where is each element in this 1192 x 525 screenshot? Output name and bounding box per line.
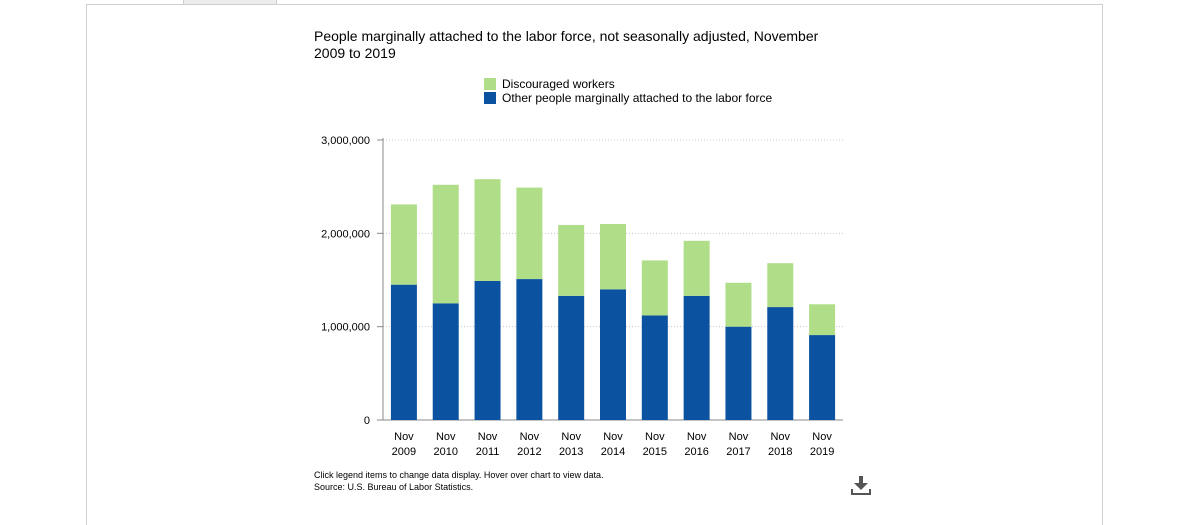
footer-source: Source: U.S. Bureau of Labor Statistics. (314, 482, 474, 492)
bar-other-marginally-attached[interactable] (558, 295, 585, 420)
chart-panel (86, 4, 1103, 525)
x-tick-label-month: Nov (645, 431, 665, 443)
bar-discouraged-workers[interactable] (474, 179, 501, 281)
x-tick-label-month: Nov (812, 431, 832, 443)
bar-other-marginally-attached[interactable] (432, 303, 459, 420)
bar-other-marginally-attached[interactable] (516, 279, 543, 420)
x-tick-label-year: 2009 (392, 446, 416, 458)
x-tick-label-year: 2018 (768, 446, 792, 458)
x-tick-label-month: Nov (603, 431, 623, 443)
legend-label-other: Other people marginally attached to the … (502, 91, 773, 105)
x-tick-label-year: 2010 (433, 446, 457, 458)
chart-footer: Click legend items to change data displa… (314, 469, 603, 493)
y-tick-label: 2,000,000 (321, 228, 370, 240)
legend-item-other[interactable]: Other people marginally attached to the … (484, 91, 772, 105)
x-tick-label-year: 2013 (559, 446, 583, 458)
bar-discouraged-workers[interactable] (432, 184, 459, 304)
chart-title: People marginally attached to the labor … (314, 28, 819, 61)
bar-other-marginally-attached[interactable] (474, 280, 501, 420)
x-tick-label-year: 2011 (476, 446, 500, 458)
x-tick-label-month: Nov (478, 431, 498, 443)
bar-discouraged-workers[interactable] (516, 187, 543, 280)
bar-discouraged-workers[interactable] (809, 304, 836, 336)
x-tick-label-year: 2019 (810, 446, 834, 458)
bar-other-marginally-attached[interactable] (390, 284, 417, 420)
x-tick-label-month: Nov (394, 431, 414, 443)
bar-other-marginally-attached[interactable] (600, 289, 626, 420)
y-tick-label: 0 (364, 415, 370, 427)
x-tick-label-month: Nov (729, 431, 749, 443)
bar-other-marginally-attached[interactable] (725, 326, 752, 420)
x-tick-label-month: Nov (770, 431, 790, 443)
bar-other-marginally-attached[interactable] (641, 315, 668, 420)
x-tick-label-year: 2012 (517, 446, 541, 458)
bar-discouraged-workers[interactable] (641, 260, 668, 316)
legend-item-discouraged[interactable]: Discouraged workers (484, 77, 772, 91)
x-tick-label-year: 2014 (601, 446, 625, 458)
bar-discouraged-workers[interactable] (725, 282, 752, 327)
x-tick-label-month: Nov (687, 431, 707, 443)
legend: Discouraged workers Other people margina… (484, 77, 772, 105)
footer-note: Click legend items to change data displa… (314, 470, 604, 480)
bar-other-marginally-attached[interactable] (767, 307, 794, 420)
bar-other-marginally-attached[interactable] (683, 295, 710, 420)
x-tick-label-month: Nov (436, 431, 456, 443)
bar-discouraged-workers[interactable] (767, 263, 794, 308)
legend-label-discouraged: Discouraged workers (502, 77, 615, 91)
legend-swatch-other (484, 92, 496, 104)
download-button[interactable] (850, 474, 872, 496)
x-tick-label-year: 2016 (684, 446, 708, 458)
y-tick-label: 3,000,000 (321, 135, 370, 147)
tab-stub[interactable] (183, 0, 277, 5)
bar-discouraged-workers[interactable] (600, 224, 626, 290)
bar-discouraged-workers[interactable] (558, 224, 585, 296)
x-tick-label-month: Nov (520, 431, 540, 443)
x-tick-label-year: 2015 (643, 446, 667, 458)
legend-swatch-discouraged (484, 78, 496, 90)
x-tick-label-month: Nov (561, 431, 581, 443)
download-icon (851, 476, 871, 495)
x-tick-label-year: 2017 (726, 446, 750, 458)
bar-discouraged-workers[interactable] (390, 204, 417, 285)
bar-other-marginally-attached[interactable] (809, 335, 836, 420)
y-tick-label: 1,000,000 (321, 322, 370, 334)
bar-discouraged-workers[interactable] (683, 240, 710, 296)
stacked-bar-chart[interactable]: 0 1,000,000 2,000,000 3,000,000 Nov 2009 Nov 20… (0, 0, 1192, 470)
